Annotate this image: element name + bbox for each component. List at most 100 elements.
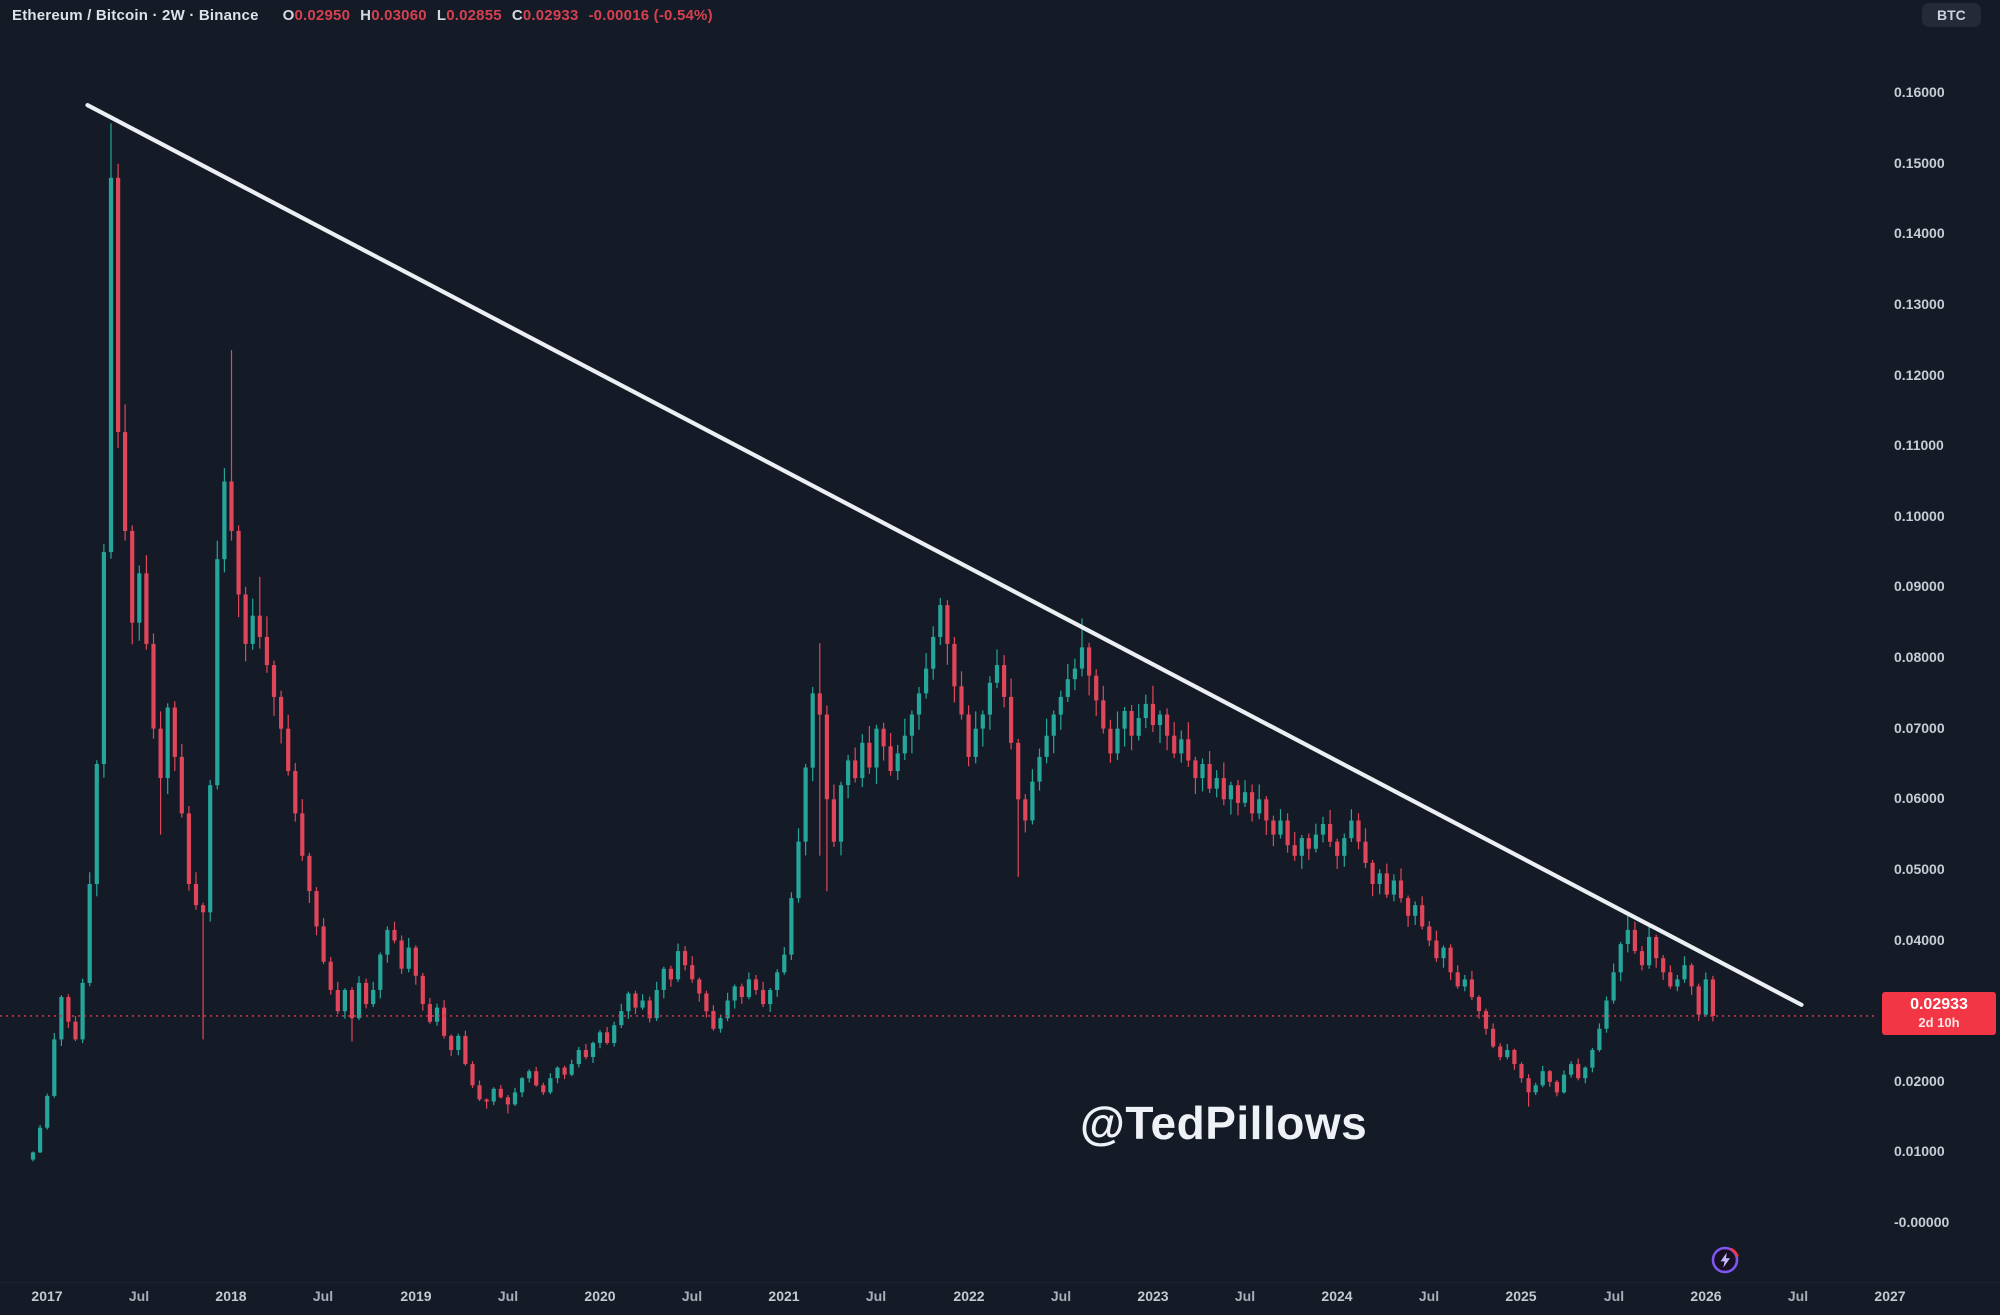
candle-body [810,693,815,768]
candle-body [1009,696,1014,743]
candle-body [683,951,688,966]
time-axis-label: 2017 [31,1288,63,1304]
price-axis-label: 0.05000 [1894,861,1945,877]
candle-body [392,929,397,941]
candle-body [583,1050,588,1058]
time-axis-label: 2025 [1505,1288,1537,1304]
candle-body [1072,668,1077,680]
candle-body [1689,965,1694,987]
candle-body [534,1071,539,1086]
candle-body [1420,905,1425,927]
candle-body [73,1021,78,1040]
candle-body [1654,937,1659,959]
candle-body [1427,926,1432,941]
candle-body [739,986,744,997]
price-axis-label: 0.09000 [1894,578,1945,594]
candle-body [300,813,305,856]
candle-body [831,799,836,842]
candle-body [860,742,865,779]
candle-body [215,559,220,786]
candle-body [80,982,85,1040]
candle-body [406,947,411,969]
candle-body [1554,1081,1559,1093]
candle-body [456,1035,461,1050]
candle-body [789,898,794,955]
candle-body [1406,898,1411,916]
candle-body [307,855,312,892]
candle-body [994,665,1000,683]
candle-body [1455,972,1460,987]
candle-body [179,756,184,814]
candle-body [1561,1074,1567,1093]
candle-body [1682,965,1687,980]
ohlc-label: H [360,7,372,24]
candle-body [512,1092,518,1105]
candle-body [1611,972,1616,1001]
candle-body [1179,739,1184,754]
candle-body [1647,937,1652,966]
candle-body [775,972,780,990]
candle-body [1710,979,1715,1016]
candle-body [1044,735,1049,757]
candle-body [1235,785,1241,803]
candle-body [257,615,262,637]
candle-body [853,760,858,779]
candle-body [1696,986,1701,1015]
bar-countdown: 2d 10h [1918,1015,1960,1030]
candle-body [626,993,631,1012]
candle-body [1193,760,1198,779]
candle-body [1540,1071,1545,1086]
price-axis-label: 0.02000 [1894,1073,1945,1089]
candle-body [505,1097,510,1105]
candle-body [1221,778,1226,800]
candle-body [66,997,71,1022]
candle-body [151,643,156,729]
time-axis-label: Jul [1418,1288,1440,1304]
candle-body [1583,1067,1588,1079]
price-axis-label: 0.11000 [1894,437,1944,453]
candle-body [1200,764,1205,779]
candle-body [959,686,964,715]
candle-body [1115,728,1120,754]
quote-currency-button[interactable]: BTC [1922,3,1981,27]
candle-body [94,764,99,885]
candle-body [314,891,319,927]
candle-body [1136,718,1141,736]
time-axis-label: Jul [128,1288,150,1304]
candle-body [342,990,347,1012]
candle-body [378,954,383,990]
candle-body [1143,703,1148,718]
candle-body [1016,742,1021,800]
candle-body [1101,700,1106,729]
candle-body [222,481,227,560]
candle-body [761,990,766,1005]
symbol-title[interactable]: Ethereum / Bitcoin · 2W · Binance [12,7,259,24]
time-axis-label: Jul [1603,1288,1625,1304]
ohlc-value: 0.03060 [371,7,427,24]
candle-body [668,968,673,980]
candle-body [420,975,425,1004]
candle-body [803,767,808,842]
candle-body [597,1032,603,1043]
candle-body [1129,711,1134,736]
candle-body [1157,714,1163,726]
candle-body [1065,679,1070,697]
candle-body [1165,714,1170,736]
candle-body [1122,711,1127,729]
candle-body [1462,979,1467,987]
trendline[interactable] [85,102,1804,1007]
candle-body [1150,703,1155,726]
candle-body [349,990,355,1019]
lightning-events-icon[interactable] [1708,1242,1742,1276]
candle-body [987,682,992,715]
time-axis-label: 2021 [768,1288,800,1304]
candle-body [1228,785,1233,800]
candle-body [675,951,681,980]
candle-body [434,1007,440,1022]
candle-body [442,1007,447,1036]
candle-body [874,728,879,768]
candle-body [1306,838,1311,849]
candle-body [371,990,376,1005]
candle-body [1299,838,1304,856]
